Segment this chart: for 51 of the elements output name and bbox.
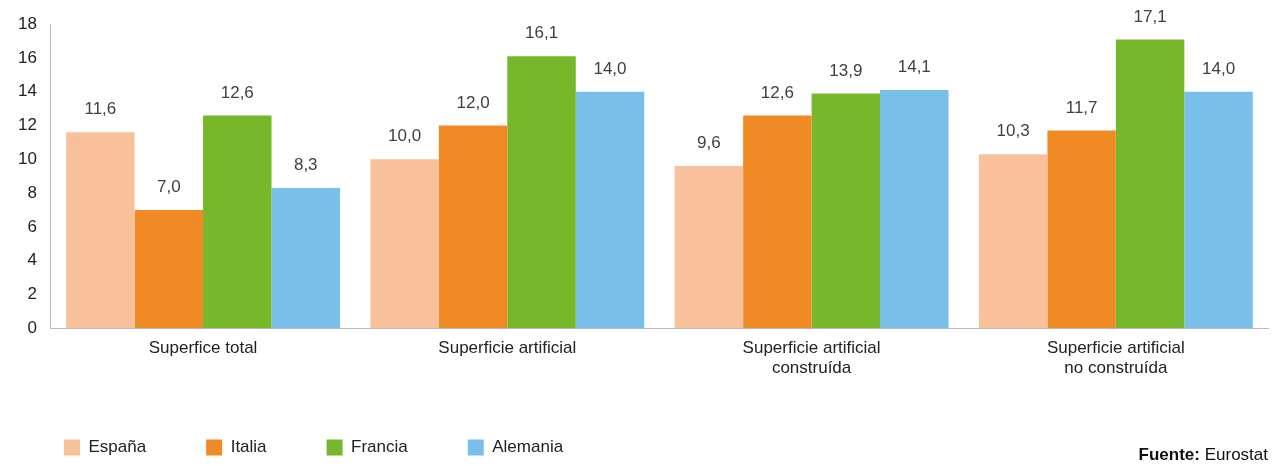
data-label: 10,3 (996, 121, 1030, 141)
x-tick-label: Superficie artificial (438, 338, 577, 358)
bar (134, 209, 204, 329)
source-note: Fuente: Eurostat (1138, 445, 1269, 465)
bar (978, 154, 1048, 329)
data-label: 10,0 (388, 126, 422, 146)
x-tick-label: Superficie artificial construída (742, 338, 881, 378)
bar (880, 90, 949, 329)
legend-label: España (88, 437, 147, 457)
y-tick-label: 12 (17, 115, 37, 135)
data-label: 12,6 (760, 82, 794, 102)
bar (438, 125, 508, 329)
bar (370, 159, 439, 329)
data-label: 12,6 (220, 82, 254, 102)
bar (507, 56, 576, 329)
y-tick-label: 10 (17, 149, 37, 168)
bar (1047, 130, 1116, 329)
y-tick-label: 8 (27, 182, 37, 202)
y-tick-label: 14 (17, 81, 37, 101)
bar (674, 166, 744, 329)
y-tick-label: 6 (27, 216, 37, 236)
bar (743, 115, 812, 329)
bar (1184, 91, 1253, 329)
data-label: 14,1 (897, 57, 931, 77)
bar (1115, 39, 1185, 329)
data-label: 14,0 (593, 58, 627, 78)
y-tick-label: 18 (17, 13, 37, 33)
x-tick-label: Superficie artificial no construída (1046, 338, 1185, 378)
y-tick-label: 16 (17, 47, 37, 67)
data-label: 11,6 (84, 99, 117, 119)
data-label: 11,7 (1065, 97, 1098, 117)
data-label: 14,0 (1202, 58, 1236, 78)
y-tick-label: 2 (27, 284, 37, 304)
data-label: 13,9 (829, 60, 863, 80)
data-label: 16,1 (525, 23, 559, 43)
legend-label: Italia (230, 437, 268, 457)
bar (66, 132, 135, 329)
data-label: 7,0 (156, 177, 181, 197)
data-label: 17,1 (1133, 6, 1167, 26)
bar (271, 188, 340, 329)
data-label: 8,3 (293, 155, 318, 175)
x-tick-label: Superfice total (148, 338, 258, 358)
legend-label: Alemania (492, 437, 564, 457)
bar (203, 115, 272, 329)
bar (575, 91, 645, 329)
legend-label: Francia (351, 437, 409, 457)
data-label: 9,6 (697, 133, 721, 153)
data-label: 12,0 (456, 92, 490, 112)
y-tick-label: 4 (27, 250, 37, 270)
bar (811, 93, 881, 329)
y-tick-label: 0 (27, 317, 37, 337)
